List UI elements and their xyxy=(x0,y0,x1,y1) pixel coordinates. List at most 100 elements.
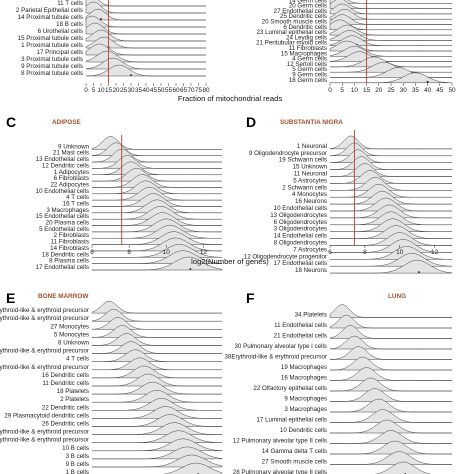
density-E-7 xyxy=(92,357,222,371)
density-E-1 xyxy=(91,308,222,322)
row-label-C-7: 10 Endothelial cells xyxy=(36,188,89,195)
density-F-7 xyxy=(330,377,452,392)
ridge-A-1: 2 Parietal Epithelial cells xyxy=(16,1,206,14)
mean-dot-C-19 xyxy=(189,268,192,270)
row-label-B-3: 25 Dendritic cells xyxy=(280,13,327,20)
density-D-9 xyxy=(330,197,452,212)
tick-label-A-16: 80 xyxy=(202,87,210,94)
tick-label-C-1: 8 xyxy=(127,249,131,256)
density-C-5 xyxy=(92,167,222,182)
density-D-7 xyxy=(330,183,452,198)
row-label-F-14: 27 Smooth muscle cells xyxy=(262,459,327,466)
row-label-F-8: 9 Macrophages xyxy=(284,396,327,403)
row-label-D-16: 12 Oligodendrocyte progenitor xyxy=(244,253,327,260)
density-B-13 xyxy=(330,61,452,73)
row-label-E-16: 15Erythroid-like & erythroid precursor xyxy=(0,437,89,444)
tick-label-A-10: 50 xyxy=(157,87,165,94)
row-label-C-11: 15 Endothelial cells xyxy=(36,213,89,220)
density-E-20 xyxy=(163,462,223,474)
tissue-title-C: ADIPOSE xyxy=(52,119,82,126)
row-label-C-9: 16 T cells xyxy=(63,201,89,208)
density-C-19 xyxy=(92,256,223,271)
density-E-14 xyxy=(92,414,222,427)
density-D-5 xyxy=(330,170,452,184)
row-label-D-7: 4 Monocytes xyxy=(292,191,327,198)
row-label-D-14: 8 Oligodendrocytes xyxy=(274,240,327,247)
row-label-A-3: 18 B cells xyxy=(56,21,83,28)
density-E-10 xyxy=(92,381,222,395)
density-C-10 xyxy=(91,199,223,214)
tick-label-A-11: 55 xyxy=(165,87,173,94)
density-F-1 xyxy=(329,314,452,329)
row-label-E-15: 24Erythroid-like & erythroid precursor xyxy=(0,429,89,436)
density-F-3 xyxy=(329,335,452,350)
tick-label-A-9: 45 xyxy=(150,87,158,94)
ridge-D-0: 1 Neuronal xyxy=(297,135,452,150)
tick-label-C-2: 10 xyxy=(163,249,171,256)
row-label-F-1: 11 Endothelial cells xyxy=(274,322,327,329)
tick-label-A-2: 10 xyxy=(97,87,105,94)
ridge-F-12: 12 Pulmonary alveolar type II cells xyxy=(233,430,452,445)
row-label-B-13: 5 Germ cells xyxy=(292,66,327,73)
row-label-C-3: 12 Dendritic cells xyxy=(42,162,89,169)
row-label-E-8: 16 Dendritic cells xyxy=(42,372,89,379)
row-label-B-14: 9 Germ cells xyxy=(292,72,327,79)
density-F-15 xyxy=(374,461,432,474)
tick-label-A-3: 15 xyxy=(105,87,113,94)
x-axis-title-D: log2(Number of genes) xyxy=(191,257,269,266)
density-E-4 xyxy=(92,333,222,346)
row-label-A-6: 1 Proximal tubule cells xyxy=(21,42,83,49)
row-label-C-16: 14 Fibroblasts xyxy=(50,245,89,252)
row-label-A-1: 2 Parietal Epithelial cells xyxy=(16,7,83,14)
density-F-8 xyxy=(330,388,452,402)
row-label-B-1: 20 Germ cells xyxy=(289,3,327,10)
row-label-A-0: 11 T cells xyxy=(57,0,83,7)
density-D-18 xyxy=(330,259,453,274)
density-A-1 xyxy=(85,1,206,14)
row-label-C-18: 8 Plasma cells xyxy=(49,258,89,265)
row-label-E-0: 32Erythroid-like & erythroid precursor xyxy=(0,307,89,314)
density-F-12 xyxy=(330,430,452,444)
ridges-E: 32Erythroid-like & erythroid precursor31… xyxy=(0,300,223,474)
density-F-9 xyxy=(330,398,452,413)
tick-label-A-0: 0 xyxy=(84,87,88,94)
density-F-13 xyxy=(330,440,452,455)
row-label-E-13: 29 Plasmacytoid dendritic cells xyxy=(4,412,89,419)
row-label-F-10: 17 Luminal epithelial cells xyxy=(256,417,327,424)
density-A-7 xyxy=(85,43,206,56)
row-label-A-10: 8 Proximal tubule cells xyxy=(21,70,83,77)
row-label-E-2: 27 Monocytes xyxy=(50,323,89,330)
density-B-6 xyxy=(329,24,452,36)
tick-label-B-7: 35 xyxy=(412,87,420,94)
row-label-D-4: 11 Neuronal xyxy=(294,171,327,178)
density-C-4 xyxy=(91,161,223,176)
row-label-E-9: 11 Dendritic cells xyxy=(42,380,89,387)
row-label-E-3: 5 Monocytes xyxy=(54,331,89,338)
density-F-11 xyxy=(330,419,452,434)
density-D-16 xyxy=(330,246,452,260)
density-D-15 xyxy=(330,239,452,253)
tick-label-D-1: 8 xyxy=(363,249,367,256)
tick-label-B-10: 50 xyxy=(448,87,456,94)
tick-label-A-4: 20 xyxy=(112,87,120,94)
density-D-0 xyxy=(329,135,452,150)
row-label-E-12: 22 Dendritic cells xyxy=(42,404,89,411)
density-C-6 xyxy=(91,174,223,188)
density-E-6 xyxy=(92,349,222,362)
density-C-15 xyxy=(92,231,222,245)
tick-label-B-6: 30 xyxy=(400,87,408,94)
row-label-D-13: 14 Endothelial cells xyxy=(274,233,327,240)
row-label-E-19: 9 B cells xyxy=(66,461,89,468)
tick-label-A-12: 60 xyxy=(172,87,180,94)
density-B-10 xyxy=(329,46,452,57)
row-label-E-17: 10 B cells xyxy=(62,445,89,452)
density-C-14 xyxy=(91,224,223,239)
density-F-6 xyxy=(330,367,452,381)
density-A-6 xyxy=(85,36,206,49)
row-label-A-2: 14 Proximal tubule cells xyxy=(18,14,83,21)
